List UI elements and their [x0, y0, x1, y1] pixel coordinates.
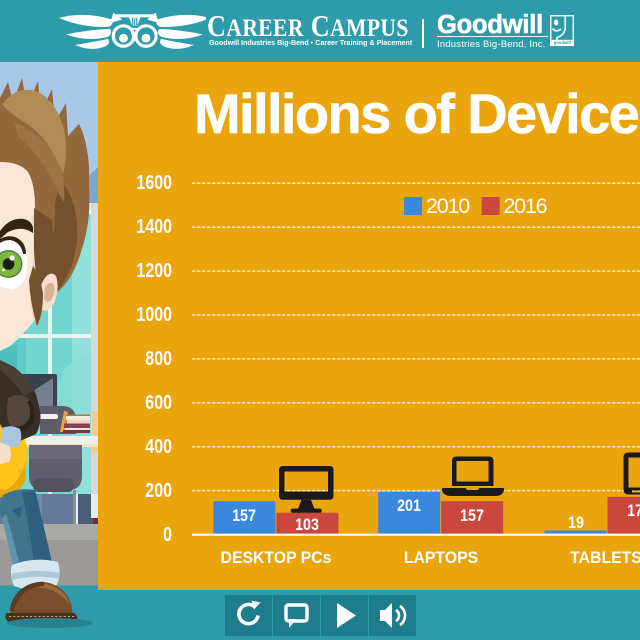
svg-text:goodwill: goodwill — [554, 40, 571, 45]
